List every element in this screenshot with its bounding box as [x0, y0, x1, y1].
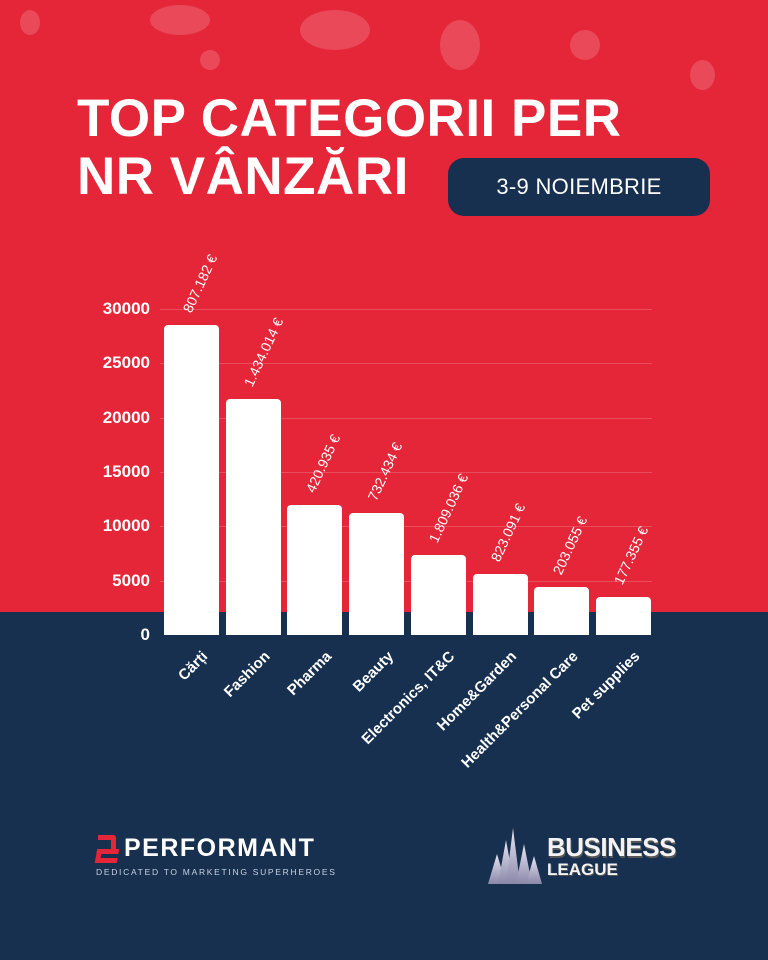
bar-home-garden	[472, 574, 528, 635]
gridline	[160, 309, 652, 310]
2performant-tagline: DEDICATED TO MARKETING SUPERHEROES	[96, 867, 337, 877]
bar-pet-supplies	[595, 596, 651, 635]
y-tick-label: 20000	[102, 407, 150, 427]
navy-background	[0, 612, 768, 960]
category-label: Cărți	[175, 648, 212, 685]
bar-fashion	[225, 399, 281, 635]
business-league-logo: BUSINESS LEAGUE	[488, 828, 676, 884]
page-title: TOP CATEGORII PER NR VÂNZĂRI	[77, 90, 621, 206]
bar-pharma	[287, 504, 343, 635]
gridline	[160, 363, 652, 365]
y-tick-label: 15000	[102, 462, 150, 481]
bar-health-personal-care	[534, 587, 590, 635]
y-tick-label: 10000	[102, 516, 150, 536]
value-label: 203.055 €	[549, 513, 591, 578]
value-label: 420.935 €	[302, 431, 344, 495]
2performant-logo: PERFORMANT DEDICATED TO MARKETING SUPERH…	[94, 834, 337, 877]
bar-electronics-it-c	[410, 554, 466, 635]
category-label: Health&Personal Care	[458, 648, 582, 772]
business-league-line2: LEAGUE	[547, 860, 618, 879]
value-label: 177.355 €	[610, 523, 652, 587]
y-tick-label: 25000	[102, 353, 150, 373]
value-label: 1.434.014 €	[240, 315, 287, 390]
date-badge: 3-9 NOIEMBRIE	[448, 158, 710, 216]
gridline	[160, 472, 652, 473]
category-label: Fashion	[220, 648, 274, 701]
category-label: Pharma	[283, 648, 335, 699]
y-tick-label: 0	[140, 625, 150, 644]
y-tick-label: 30000	[102, 299, 150, 318]
value-label: 823.091 €	[487, 500, 529, 565]
y-tick-label: 5000	[112, 570, 150, 590]
bar-beauty	[349, 513, 405, 635]
bar-c-r-i	[164, 325, 219, 635]
gridline	[160, 417, 652, 419]
2performant-name: PERFORMANT	[124, 834, 316, 862]
value-label: 1.809.036 €	[425, 470, 472, 545]
gridline	[160, 526, 652, 528]
title-line-1: TOP CATEGORII PER	[77, 89, 622, 148]
skyscrapers-icon	[488, 828, 543, 884]
category-label: Beauty	[349, 648, 397, 696]
value-label: 807.182 €	[178, 252, 220, 316]
2performant-mark-icon	[94, 834, 120, 863]
title-line-2: NR VÂNZĂRI	[77, 147, 409, 206]
red-background	[0, 0, 768, 612]
business-league-line1: BUSINESS	[547, 832, 676, 862]
gridline	[160, 580, 652, 582]
